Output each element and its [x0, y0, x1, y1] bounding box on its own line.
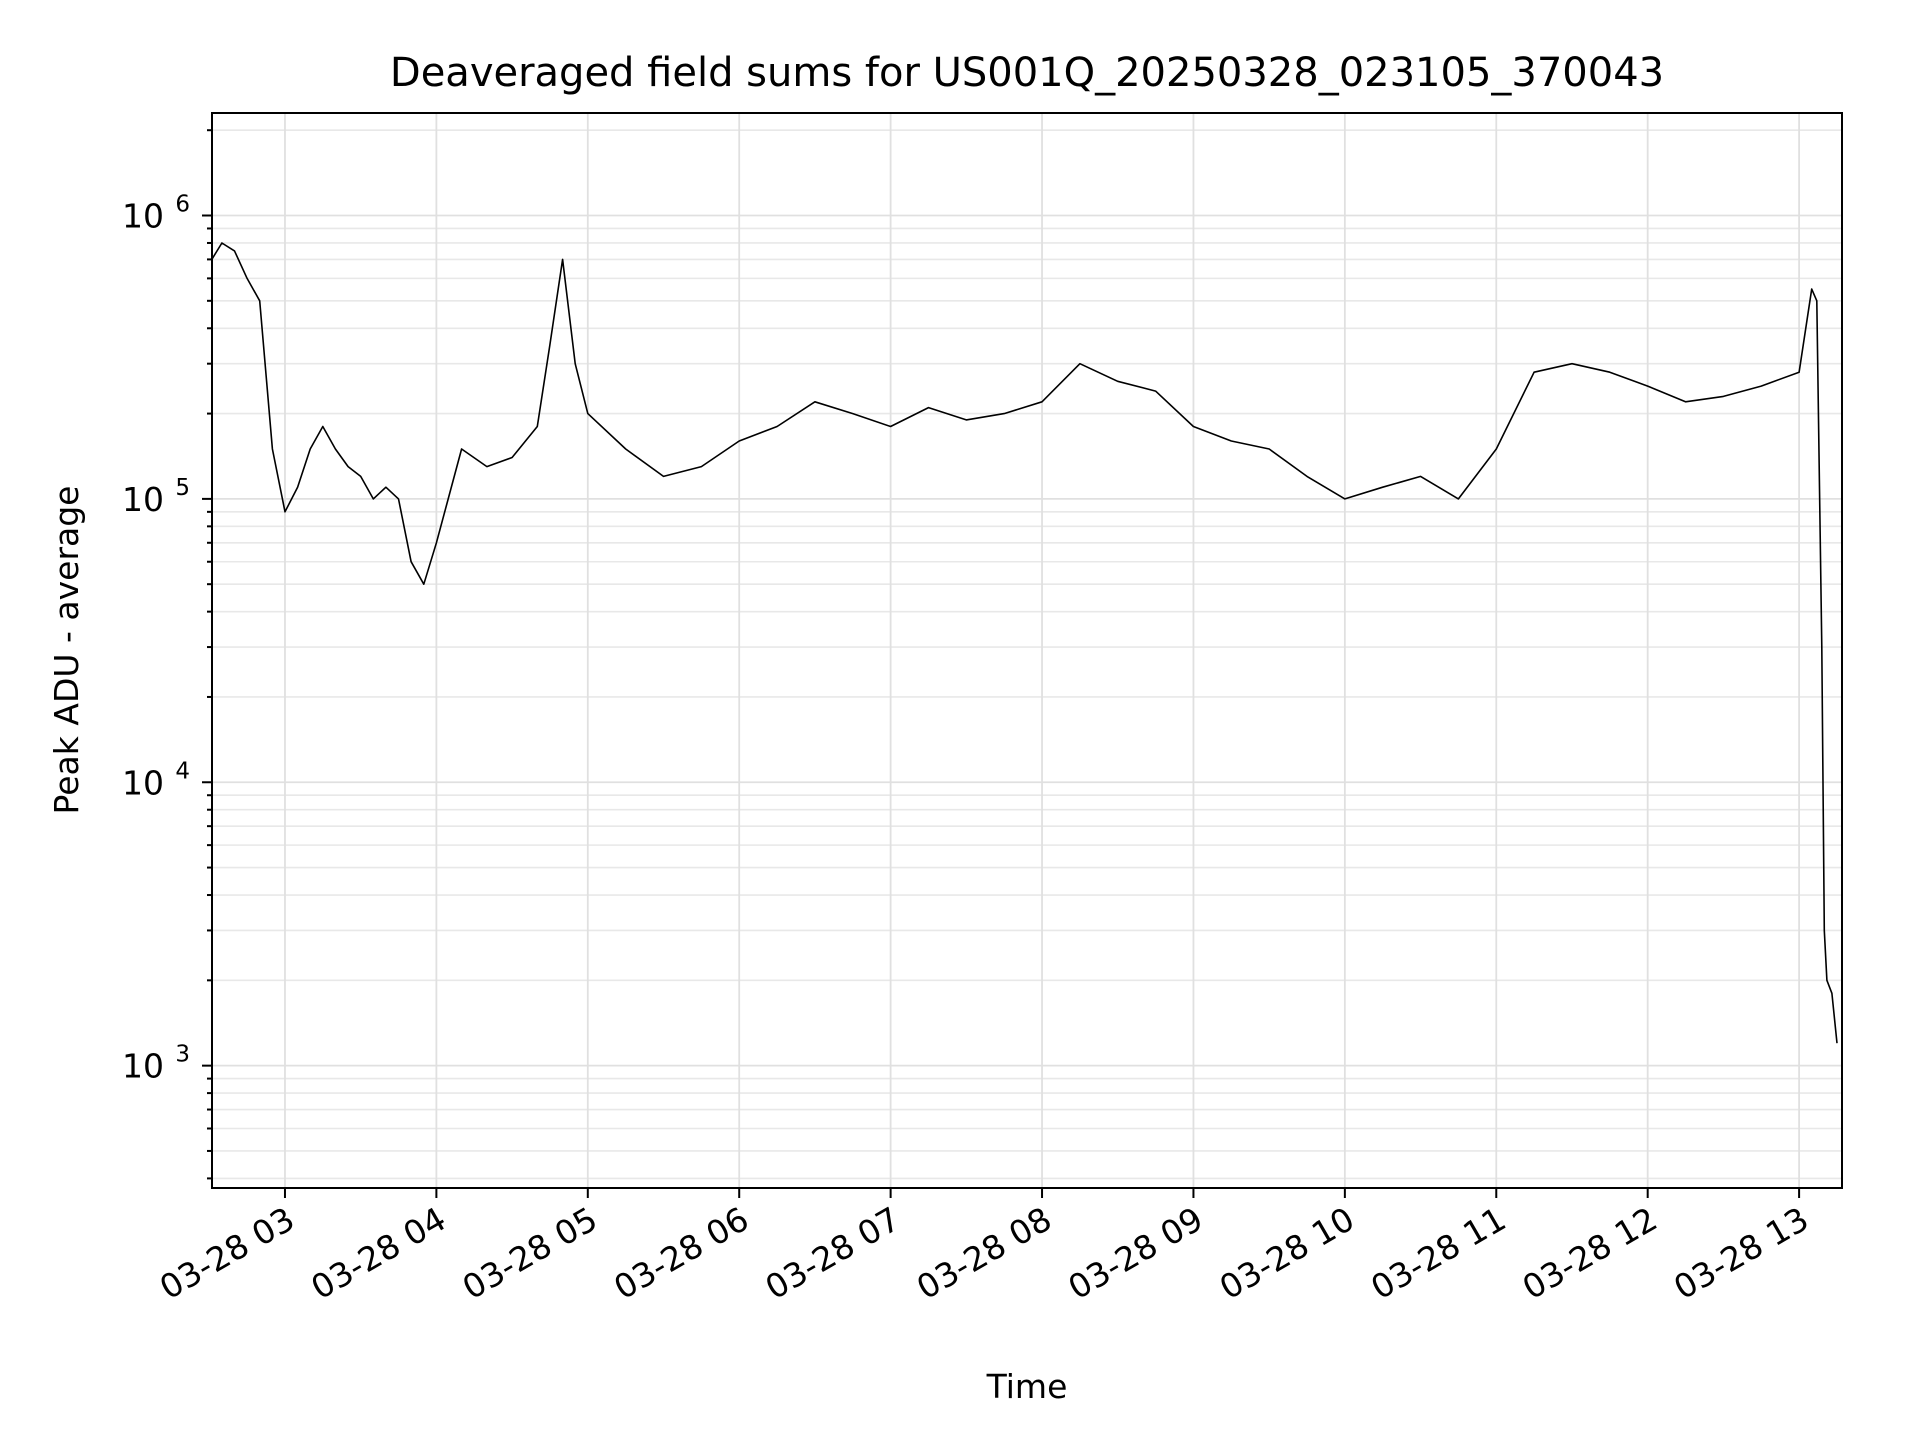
chart-title: Deaveraged field sums for US001Q_2025032… — [390, 50, 1664, 96]
y-tick-label: 10 — [122, 480, 164, 519]
plot-frame — [211, 112, 1843, 1189]
series-lines — [211, 242, 1838, 1044]
y-axis-label: Peak ADU - average — [47, 486, 86, 815]
y-tick-label: 10 — [122, 1047, 164, 1086]
y-tick-label: 10 — [122, 197, 164, 236]
y-tick-exponent: 3 — [175, 1042, 190, 1068]
y-tick-exponent: 5 — [175, 475, 190, 501]
x-axis-label: Time — [986, 1367, 1068, 1406]
series-line — [211, 242, 1838, 1044]
y-tick-exponent: 4 — [175, 758, 190, 784]
y-tick-exponent: 6 — [175, 192, 190, 218]
y-tick-label: 10 — [122, 763, 164, 802]
grid — [212, 113, 1842, 1188]
